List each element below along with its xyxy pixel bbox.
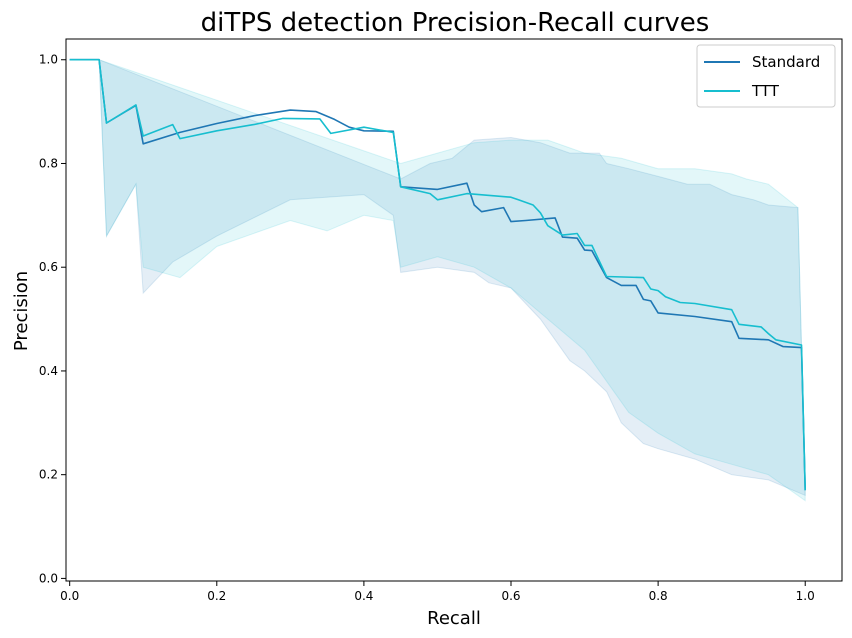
y-tick-label: 0.0 (39, 571, 58, 585)
series-line-ttt (69, 58, 806, 491)
series-line-standard (69, 58, 806, 491)
y-tick-label: 0.4 (39, 364, 58, 378)
y-axis-ticks: 0.0 0.2 0.4 0.6 0.8 1.0 (39, 53, 66, 585)
x-tick-label: 0.4 (354, 589, 373, 603)
plot-frame (65, 38, 843, 582)
legend-label-ttt: TTT (751, 82, 780, 100)
x-tick-label: 0.8 (649, 589, 668, 603)
legend: Standard TTT (696, 44, 836, 108)
y-tick-label: 1.0 (39, 53, 58, 67)
x-axis-label: Recall (427, 608, 481, 629)
y-axis-label: Precision (11, 271, 32, 351)
confidence-band-ttt (69, 59, 806, 502)
x-tick-label: 1.0 (796, 589, 815, 603)
y-tick-label: 0.8 (39, 156, 58, 170)
confidence-bands (69, 59, 806, 502)
y-tick-label: 0.2 (39, 468, 58, 482)
legend-label-standard: Standard (752, 53, 820, 71)
y-tick-label: 0.6 (39, 260, 58, 274)
x-tick-label: 0.6 (501, 589, 520, 603)
series-lines (69, 58, 806, 491)
confidence-band-standard (69, 59, 806, 497)
x-axis-ticks: 0.0 0.2 0.4 0.6 0.8 1.0 (60, 581, 815, 603)
x-tick-label: 0.0 (60, 589, 79, 603)
x-tick-label: 0.2 (207, 589, 226, 603)
chart-title: diTPS detection Precision-Recall curves (201, 8, 710, 38)
